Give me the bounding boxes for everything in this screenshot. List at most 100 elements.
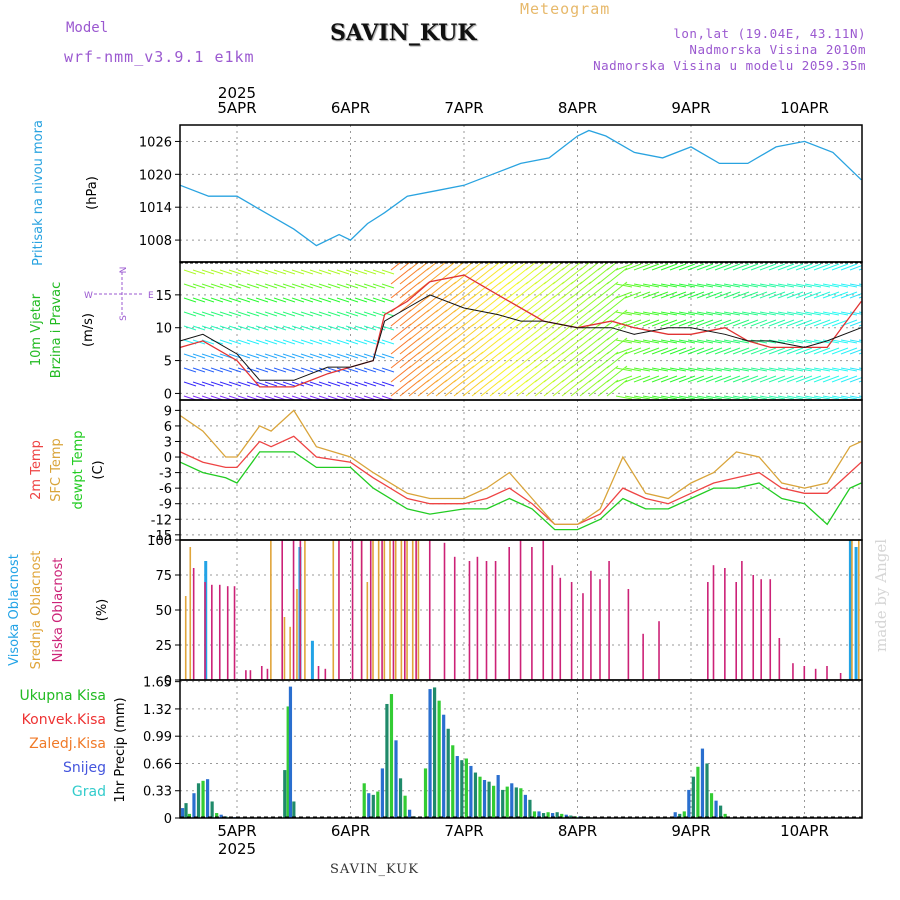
wind-vector bbox=[777, 395, 795, 400]
wind-vector bbox=[795, 375, 813, 383]
cloud-bar bbox=[485, 561, 488, 680]
precip-bar bbox=[428, 689, 432, 818]
wind-vector bbox=[768, 263, 786, 271]
panel-frame-precip bbox=[179, 679, 863, 819]
wind-vector bbox=[435, 323, 457, 341]
wind-vector bbox=[606, 295, 628, 313]
wind-vector bbox=[435, 267, 457, 285]
wind-vector bbox=[444, 379, 466, 397]
wind-vector bbox=[192, 311, 206, 317]
wind-vector bbox=[435, 281, 457, 299]
wind-vector bbox=[795, 339, 813, 344]
wind-vector bbox=[660, 263, 678, 271]
wind-vector bbox=[777, 291, 795, 299]
wind-vector bbox=[372, 311, 386, 317]
wind-vector bbox=[462, 267, 484, 285]
wind-vector bbox=[507, 295, 529, 313]
wind-vector bbox=[651, 291, 669, 299]
compass-e: E bbox=[148, 291, 154, 301]
wind-vector bbox=[597, 379, 619, 397]
cloud-bar bbox=[366, 582, 369, 680]
y-tick-label: 1026 bbox=[139, 135, 172, 150]
ylabel-wind-1: 10m Vjetar bbox=[29, 293, 44, 366]
wind-vector bbox=[246, 311, 260, 317]
wind-vector bbox=[255, 283, 269, 289]
wind-vector bbox=[534, 351, 556, 369]
cloud-bar bbox=[741, 561, 743, 680]
compass-w: W bbox=[84, 291, 93, 301]
wind-vector bbox=[300, 325, 314, 331]
precip-bar bbox=[560, 813, 564, 818]
wind-vector bbox=[300, 283, 314, 289]
wind-vector bbox=[813, 263, 831, 271]
wind-vector bbox=[588, 267, 610, 285]
wind-vector bbox=[246, 381, 260, 387]
wind-vector bbox=[219, 367, 233, 373]
cloud-bar bbox=[211, 584, 213, 680]
wind-vector bbox=[399, 323, 421, 341]
panel-frame-pressure bbox=[179, 124, 863, 263]
wind-vector bbox=[228, 381, 242, 387]
wind-vector bbox=[624, 283, 642, 288]
wind-vector bbox=[669, 291, 687, 299]
wind-vector bbox=[705, 347, 723, 355]
wind-vector bbox=[453, 351, 475, 369]
wind-vector bbox=[273, 283, 287, 289]
wind-vector bbox=[345, 353, 359, 359]
wind-vector bbox=[255, 353, 269, 359]
precip-legend-1: Konvek.Kisa bbox=[22, 712, 106, 728]
wind-vector bbox=[579, 262, 591, 271]
wind-vector bbox=[255, 381, 269, 387]
wind-vector bbox=[579, 365, 601, 383]
wind-vector bbox=[264, 325, 278, 331]
wind-vector bbox=[498, 281, 520, 299]
wind-vector bbox=[480, 365, 502, 383]
wind-vector bbox=[408, 379, 430, 397]
ylabel-cloud-mid: Srednja Oblacnost bbox=[29, 551, 44, 670]
y-tick-label: 0.66 bbox=[143, 757, 172, 772]
wind-vector bbox=[633, 347, 651, 355]
wind-vector bbox=[354, 269, 368, 275]
wind-vector bbox=[840, 263, 858, 271]
wind-vector bbox=[840, 375, 858, 383]
wind-vector bbox=[570, 262, 582, 271]
wind-vector bbox=[372, 269, 386, 275]
wind-vector bbox=[309, 353, 323, 359]
wind-vector bbox=[399, 365, 421, 383]
y-tick-label: 25 bbox=[155, 639, 172, 654]
wind-vector bbox=[714, 263, 732, 271]
wind-vector bbox=[741, 375, 759, 383]
y-tick-label: 9 bbox=[164, 404, 172, 419]
wind-vector bbox=[354, 283, 368, 289]
wind-vector bbox=[723, 319, 741, 327]
cloud-bar bbox=[381, 540, 383, 680]
wind-vector bbox=[642, 339, 660, 344]
wind-vector bbox=[480, 323, 502, 341]
wind-vector bbox=[417, 379, 439, 397]
wind-vector bbox=[642, 319, 660, 327]
ylabel-pressure: Pritisak na nivou mora bbox=[31, 120, 46, 266]
wind-vector bbox=[192, 269, 206, 275]
wind-vector bbox=[390, 281, 412, 299]
wind-vector bbox=[426, 262, 438, 271]
wind-vector bbox=[849, 264, 862, 271]
wind-vector bbox=[660, 339, 678, 344]
wind-vector bbox=[633, 339, 651, 344]
precip-bar bbox=[442, 714, 446, 818]
wind-vector bbox=[669, 347, 687, 355]
wind-vector bbox=[273, 353, 287, 359]
x-day-label-top: 8APR bbox=[558, 99, 597, 117]
wind-vector bbox=[786, 367, 804, 372]
wind-vector bbox=[372, 297, 386, 303]
wind-vector bbox=[669, 311, 687, 316]
wind-vector bbox=[273, 297, 287, 303]
cloud-bar bbox=[184, 596, 187, 680]
wind-vector bbox=[201, 325, 215, 331]
wind-vector bbox=[399, 281, 421, 299]
wind-vector bbox=[570, 323, 592, 341]
y-tick-label: 0 bbox=[164, 387, 172, 402]
wind-vector bbox=[606, 351, 628, 369]
wind-vector bbox=[768, 375, 786, 383]
wind-vector bbox=[345, 311, 359, 317]
wind-vector bbox=[381, 381, 395, 387]
